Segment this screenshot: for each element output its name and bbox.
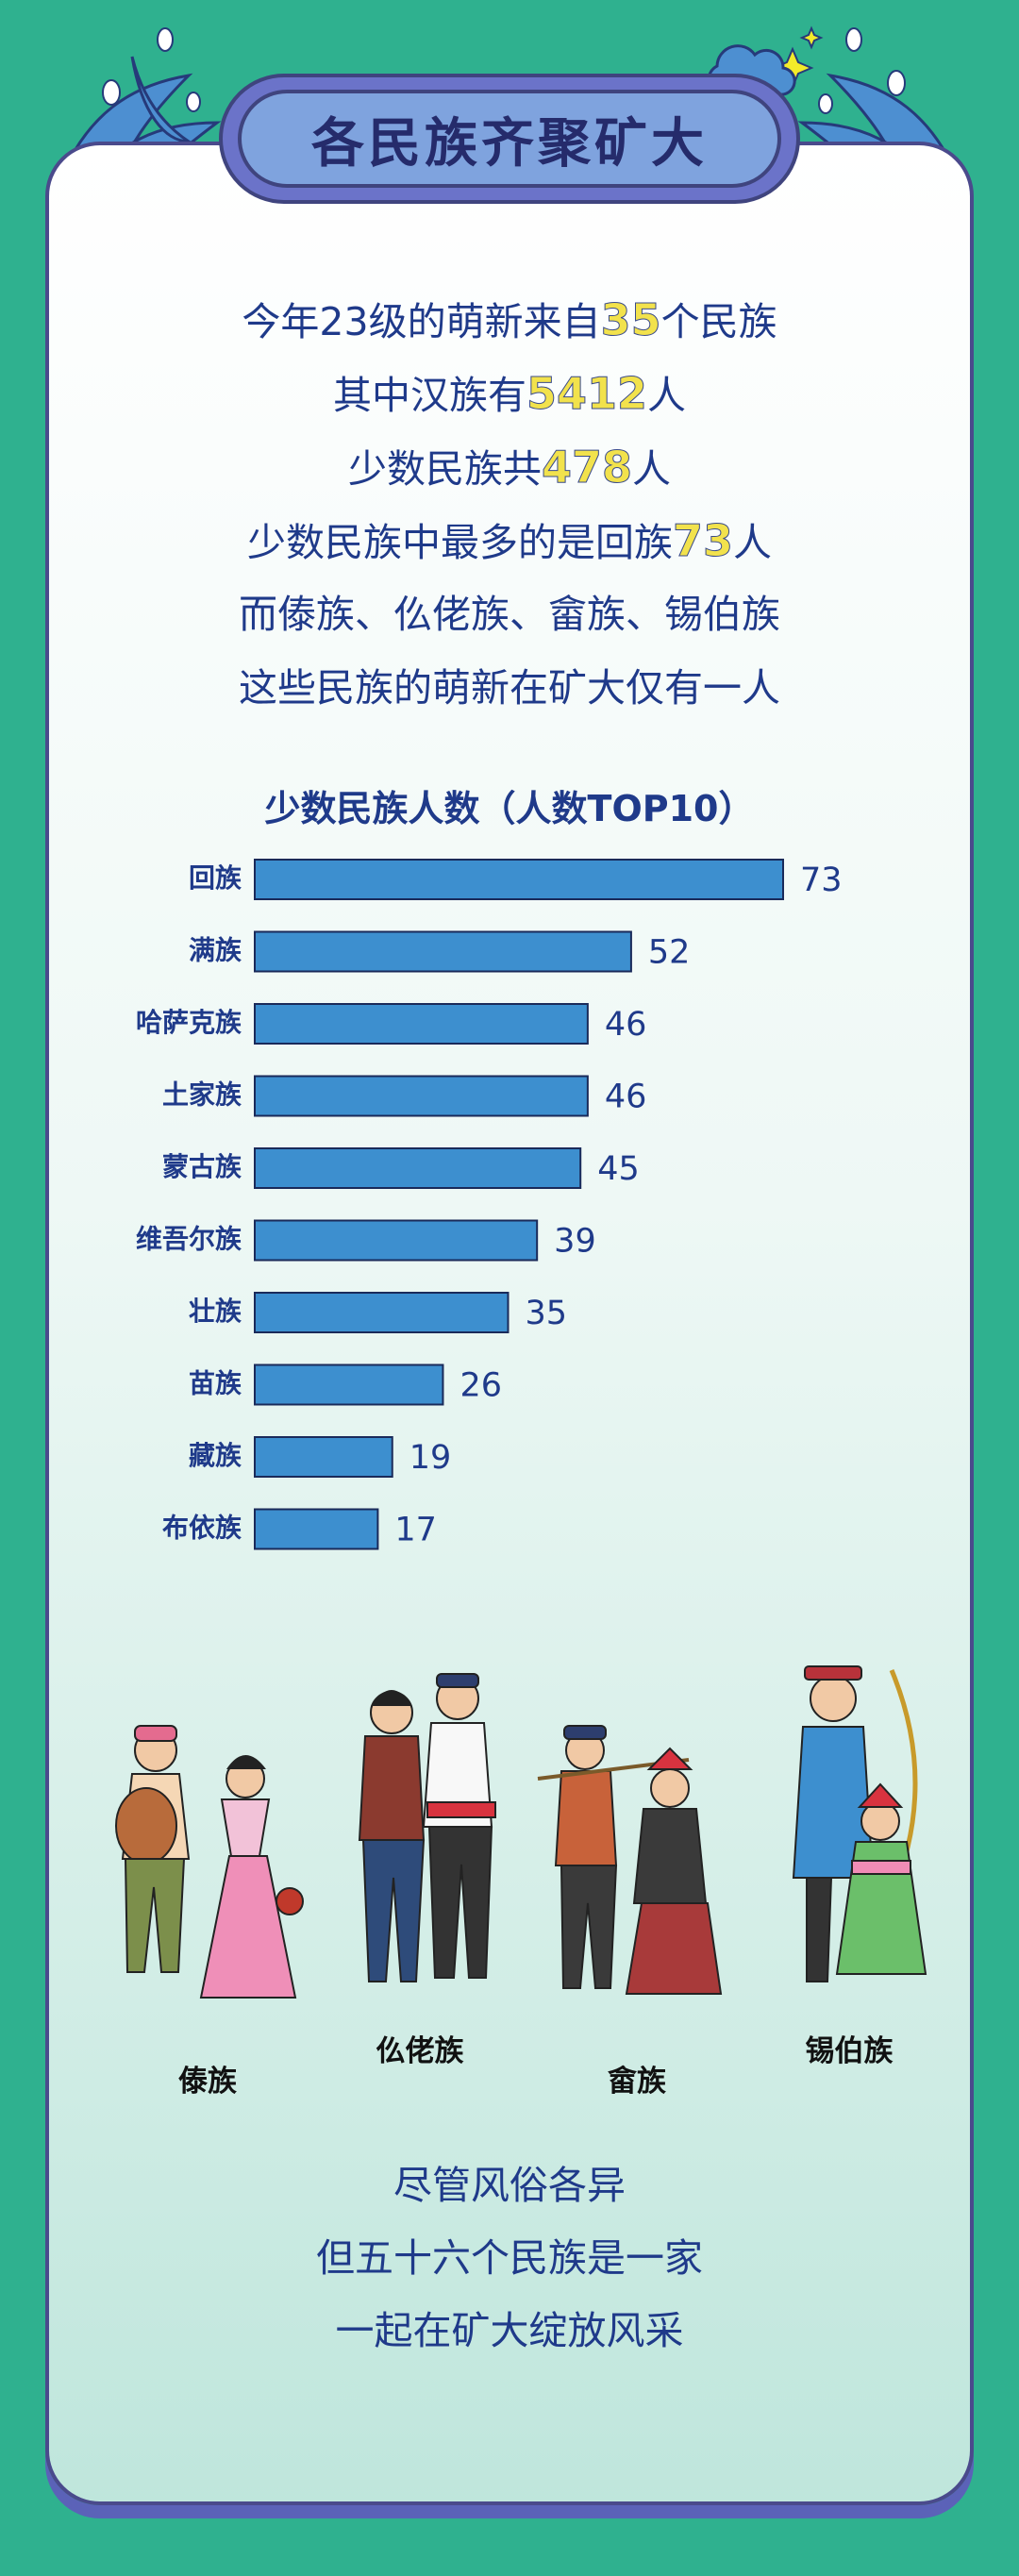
bar xyxy=(254,1075,589,1117)
bar xyxy=(254,859,784,900)
intro-line-2-post: 人 xyxy=(647,373,687,418)
bar xyxy=(254,1436,393,1478)
bar xyxy=(254,1003,589,1045)
intro-line-2-pre: 其中汉族有 xyxy=(332,373,526,418)
intro-line-4-post: 人 xyxy=(733,520,772,565)
value-label: 19 xyxy=(409,1439,452,1477)
closing-line-2: 但五十六个民族是一家 xyxy=(316,2235,703,2281)
xibe-label: 锡伯族 xyxy=(805,2034,894,2068)
category-label: 土家族 xyxy=(162,1079,242,1111)
category-label: 蒙古族 xyxy=(162,1151,242,1182)
bar xyxy=(254,1508,379,1550)
value-label: 45 xyxy=(597,1150,640,1188)
intro-line-4: 少数民族中最多的是回族73人 xyxy=(0,504,1019,577)
intro-line-1: 今年23级的萌新来自35个民族 xyxy=(0,283,1019,357)
category-label: 壮族 xyxy=(189,1296,242,1327)
category-label: 回族 xyxy=(189,862,242,894)
category-label: 苗族 xyxy=(189,1368,242,1399)
value-label: 46 xyxy=(605,1006,647,1044)
value-label: 73 xyxy=(800,861,843,899)
intro-line-4-pre: 少数民族中最多的是回族 xyxy=(246,520,673,565)
value-label: 52 xyxy=(648,934,691,972)
hui-count-number: 73 xyxy=(672,515,733,567)
petals-icon xyxy=(102,27,906,114)
content-card xyxy=(45,142,974,2505)
ethnic-count-number: 35 xyxy=(600,294,661,346)
banner-title: 各民族齐聚矿大 xyxy=(311,111,708,175)
intro-line-1-post: 个民族 xyxy=(660,299,777,344)
intro-line-3-pre: 少数民族共 xyxy=(347,446,542,492)
value-label: 39 xyxy=(554,1223,596,1261)
value-label: 35 xyxy=(525,1295,567,1332)
dai-label: 傣族 xyxy=(178,2065,237,2099)
category-label: 藏族 xyxy=(189,1440,242,1471)
closing-line-1: 尽管风俗各异 xyxy=(393,2163,626,2208)
xibe-figures-illustration xyxy=(792,1665,927,1982)
closing-text: 尽管风俗各异 但五十六个民族是一家 一起在矿大绽放风采 xyxy=(0,2149,1019,2367)
category-label: 维吾尔族 xyxy=(136,1224,242,1255)
intro-line-6: 这些民族的萌新在矿大仅有一人 xyxy=(0,651,1019,725)
title-banner: 各民族齐聚矿大 xyxy=(219,74,800,204)
title-banner-inner: 各民族齐聚矿大 xyxy=(238,90,781,188)
dai-figures-illustration xyxy=(115,1725,304,1999)
category-label: 布依族 xyxy=(162,1513,242,1544)
bar xyxy=(254,930,632,973)
value-label: 46 xyxy=(605,1079,647,1116)
intro-line-6-text: 这些民族的萌新在矿大仅有一人 xyxy=(239,665,780,711)
mulao-label: 仫佬族 xyxy=(376,2034,464,2068)
intro-line-2: 其中汉族有5412人 xyxy=(0,357,1019,430)
mulao-figures-illustration xyxy=(358,1673,496,1982)
bar xyxy=(254,1292,510,1333)
chart-title: 少数民族人数（人数TOP10） xyxy=(264,788,755,829)
category-label: 哈萨克族 xyxy=(136,1007,242,1038)
she-label: 畲族 xyxy=(608,2065,666,2099)
she-figures-illustration xyxy=(537,1725,723,1995)
category-label: 满族 xyxy=(189,935,242,966)
intro-text: 今年23级的萌新来自35个民族 其中汉族有5412人 少数民族共478人 少数民… xyxy=(0,283,1019,725)
bar xyxy=(254,1219,539,1262)
intro-line-5-text: 而傣族、仫佬族、畲族、锡伯族 xyxy=(239,577,780,651)
value-label: 26 xyxy=(459,1367,502,1405)
bar xyxy=(254,1147,582,1189)
minority-bar-chart: 回族 73 满族 52 哈萨克族 46 土家族 46 蒙古族 45 维吾尔族 39 壮族 35 苗族 26 藏族… xyxy=(136,859,843,1550)
intro-line-3-post: 人 xyxy=(632,446,672,492)
bar xyxy=(254,1363,444,1406)
intro-line-5: 而傣族、仫佬族、畲族、锡伯族 xyxy=(0,577,1019,651)
han-count-number: 5412 xyxy=(526,368,648,420)
intro-line-1-pre: 今年23级的萌新来自 xyxy=(242,299,601,344)
intro-line-3: 少数民族共478人 xyxy=(0,430,1019,504)
value-label: 17 xyxy=(394,1512,437,1549)
minority-count-number: 478 xyxy=(541,442,633,493)
closing-line-3: 一起在矿大绽放风采 xyxy=(335,2308,684,2353)
